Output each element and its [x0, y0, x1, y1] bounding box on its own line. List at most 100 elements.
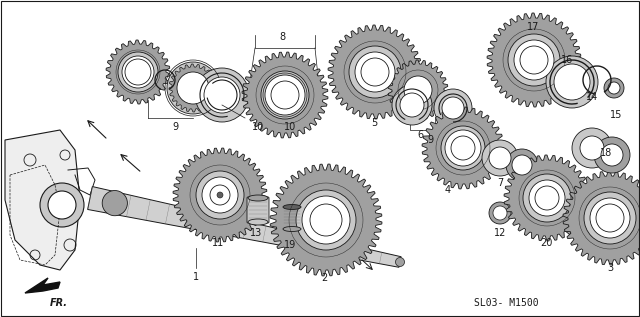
Circle shape [217, 192, 223, 198]
Circle shape [482, 140, 518, 176]
Circle shape [529, 180, 565, 216]
Circle shape [261, 71, 309, 119]
Text: 11: 11 [212, 238, 224, 248]
Ellipse shape [248, 219, 268, 225]
Circle shape [202, 177, 238, 213]
Ellipse shape [283, 204, 301, 210]
Circle shape [584, 192, 636, 244]
Circle shape [392, 85, 432, 125]
Circle shape [361, 58, 389, 86]
Circle shape [400, 93, 424, 117]
Circle shape [594, 137, 630, 173]
Text: 6: 6 [417, 130, 423, 140]
Text: 19: 19 [284, 240, 296, 250]
Text: 10: 10 [252, 122, 264, 132]
Circle shape [493, 206, 507, 220]
Polygon shape [267, 77, 303, 113]
FancyBboxPatch shape [282, 206, 302, 230]
Circle shape [489, 202, 511, 224]
Text: 9: 9 [427, 135, 433, 145]
Text: 17: 17 [527, 22, 539, 32]
Circle shape [48, 191, 76, 219]
Circle shape [520, 46, 548, 74]
Circle shape [572, 128, 612, 168]
Polygon shape [106, 40, 170, 104]
Polygon shape [504, 155, 590, 241]
Ellipse shape [283, 227, 301, 231]
Circle shape [523, 174, 571, 222]
Circle shape [604, 78, 624, 98]
Text: 8: 8 [279, 32, 285, 42]
FancyBboxPatch shape [247, 197, 269, 223]
Circle shape [434, 89, 472, 127]
Circle shape [195, 68, 249, 122]
Text: 16: 16 [561, 55, 573, 65]
Circle shape [296, 190, 356, 250]
Ellipse shape [248, 195, 268, 201]
Circle shape [451, 136, 475, 160]
Circle shape [355, 52, 395, 92]
Text: 12: 12 [494, 228, 506, 238]
Circle shape [512, 155, 532, 175]
Text: 4: 4 [445, 185, 451, 195]
Circle shape [580, 136, 604, 160]
Text: 2: 2 [321, 273, 327, 283]
Text: 15: 15 [610, 110, 622, 120]
Circle shape [125, 59, 151, 85]
Polygon shape [388, 60, 448, 120]
Polygon shape [422, 107, 504, 189]
Circle shape [271, 81, 299, 109]
Circle shape [349, 46, 401, 98]
Circle shape [508, 34, 560, 86]
Circle shape [506, 149, 538, 181]
Polygon shape [25, 278, 60, 293]
Circle shape [204, 77, 240, 113]
Polygon shape [5, 130, 80, 270]
Circle shape [122, 56, 154, 88]
Circle shape [102, 191, 127, 216]
Polygon shape [173, 148, 267, 242]
Circle shape [177, 72, 209, 104]
Text: 5: 5 [371, 118, 377, 128]
Text: 7: 7 [497, 178, 503, 188]
Polygon shape [487, 13, 581, 107]
Polygon shape [328, 25, 422, 119]
Circle shape [196, 171, 244, 219]
Circle shape [404, 76, 432, 104]
Text: 20: 20 [540, 238, 552, 248]
Circle shape [596, 204, 624, 232]
Circle shape [535, 186, 559, 210]
Polygon shape [242, 52, 328, 138]
Text: FR.: FR. [50, 298, 68, 308]
Polygon shape [563, 171, 640, 265]
Circle shape [489, 147, 511, 169]
Circle shape [554, 64, 590, 100]
Text: 13: 13 [250, 228, 262, 238]
Text: 3: 3 [607, 263, 613, 273]
Circle shape [445, 130, 481, 166]
Polygon shape [169, 64, 217, 112]
Circle shape [302, 196, 350, 244]
Text: 14: 14 [586, 92, 598, 102]
Text: 10: 10 [284, 122, 296, 132]
Text: 9: 9 [172, 122, 178, 132]
Text: SL03- M1500: SL03- M1500 [474, 298, 539, 308]
Polygon shape [88, 186, 401, 267]
Circle shape [40, 183, 84, 227]
Circle shape [442, 97, 464, 119]
Circle shape [167, 62, 219, 114]
Circle shape [546, 56, 598, 108]
Text: 1: 1 [193, 272, 199, 282]
Circle shape [590, 198, 630, 238]
Circle shape [608, 82, 620, 94]
Circle shape [210, 185, 230, 205]
Circle shape [310, 204, 342, 236]
Polygon shape [270, 164, 382, 276]
Circle shape [118, 52, 158, 92]
Circle shape [396, 257, 404, 267]
Circle shape [514, 40, 554, 80]
Circle shape [441, 126, 485, 170]
Circle shape [601, 144, 623, 166]
Circle shape [265, 75, 305, 115]
Text: 18: 18 [600, 148, 612, 158]
